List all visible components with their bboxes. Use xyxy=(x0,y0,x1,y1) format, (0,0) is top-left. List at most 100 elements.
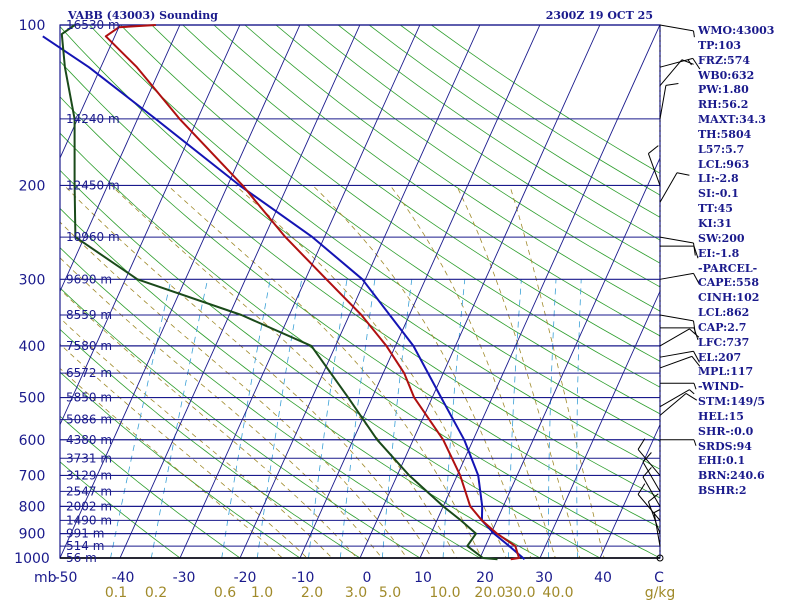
isotherm xyxy=(479,156,660,558)
index-item: TH:5804 xyxy=(698,127,752,141)
wind-barb xyxy=(660,382,697,390)
pressure-tick-label: 200 xyxy=(19,178,46,194)
dry-adiabat xyxy=(120,25,660,415)
index-item: -PARCEL- xyxy=(698,261,758,275)
index-item: EHI:0.1 xyxy=(698,454,746,468)
temperature-tick-label: -20 xyxy=(234,570,257,586)
height-label: 6572 m xyxy=(66,366,112,380)
mixing-ratio-tick-label: 2.0 xyxy=(301,585,323,600)
chart-profiles xyxy=(42,24,526,561)
wind-barb xyxy=(660,327,699,341)
dry-adiabat xyxy=(182,25,660,362)
wind-barb xyxy=(659,355,701,369)
isotherm xyxy=(60,25,121,160)
index-item: STM:149/5 xyxy=(698,395,765,409)
height-label: 16530 m xyxy=(66,18,120,32)
moist-adiabat xyxy=(456,185,581,558)
height-label: 8559 m xyxy=(66,308,112,322)
dry-adiabat xyxy=(213,25,660,337)
chart-grid xyxy=(59,24,661,559)
wind-barbs xyxy=(637,24,701,562)
sounding-indices-panel: WMO:43003 TP:103 FRZ:574 WB0:632 PW:1.80 RH:5… xyxy=(698,24,774,499)
pressure-tick-label: 900 xyxy=(19,527,46,543)
index-item: WMO:43003 xyxy=(698,24,775,37)
temperature-trace xyxy=(104,24,520,561)
isotherm xyxy=(60,25,181,293)
wind-barb xyxy=(653,509,661,547)
wind-barb xyxy=(659,350,700,363)
wind-barb xyxy=(659,393,698,416)
mixing-ratio-line xyxy=(339,279,376,558)
dry-adiabat xyxy=(60,26,660,470)
dry-adiabat xyxy=(60,461,181,558)
moist-adiabat xyxy=(60,257,383,558)
temperature-tick-label: -30 xyxy=(173,570,196,586)
wind-barb xyxy=(659,57,701,70)
dry-adiabat xyxy=(60,287,421,558)
temperature-tick-label: 30 xyxy=(535,570,553,586)
wind-barb xyxy=(659,272,700,285)
temperature-tick-label: -40 xyxy=(112,570,135,586)
isotherm xyxy=(299,25,541,558)
index-item: SI:-0.1 xyxy=(698,187,739,201)
pressure-tick-label: 600 xyxy=(19,433,46,449)
mixing-ratio-tick-label: 5.0 xyxy=(379,585,401,600)
mixing-ratio-line xyxy=(507,279,522,558)
index-item: WB0:632 xyxy=(698,68,755,82)
wind-barb xyxy=(637,438,661,476)
index-item: RH:56.2 xyxy=(698,98,749,112)
height-label: 991 m xyxy=(66,527,104,541)
pressure-tick-label: 300 xyxy=(19,272,46,288)
isotherm xyxy=(60,25,241,426)
index-item: LFC:737 xyxy=(698,335,750,349)
temperature-tick-label: 20 xyxy=(476,570,494,586)
moist-adiabat xyxy=(60,317,333,558)
height-label: 9690 m xyxy=(66,272,112,286)
wind-barb xyxy=(647,493,661,534)
index-item: HEL:15 xyxy=(698,409,744,423)
pressure-tick-label: 500 xyxy=(19,391,46,407)
mixing-ratio-tick-label: 20.0 xyxy=(474,585,505,600)
pressure-tick-label: 100 xyxy=(19,18,46,34)
height-label: 3129 m xyxy=(66,468,112,482)
wind-barb xyxy=(659,24,695,38)
mixing-ratio-tick-label: 3.0 xyxy=(345,585,367,600)
moist-adiabat xyxy=(60,221,408,558)
mixing-ratio-line xyxy=(150,279,208,558)
index-item: KI:31 xyxy=(698,216,733,230)
index-item: PW:1.80 xyxy=(698,83,749,97)
mixing-ratio-tick-label: 1.0 xyxy=(251,585,273,600)
mixing-ratio-line xyxy=(381,279,413,558)
height-label: 5850 m xyxy=(66,391,112,405)
wind-barb xyxy=(637,483,661,521)
moist-adiabat xyxy=(63,185,433,558)
index-item: SHR-:0.0 xyxy=(698,424,754,438)
temperature-tick-label: C xyxy=(654,570,664,586)
index-item: CAPE:558 xyxy=(698,276,759,290)
mb-label: mb xyxy=(34,570,57,586)
wind-barb xyxy=(642,452,661,492)
dry-adiabat xyxy=(275,25,660,288)
mixing-ratio-line xyxy=(442,279,466,558)
height-label: 14240 m xyxy=(66,112,120,126)
isotherm xyxy=(179,25,421,558)
height-label: 5086 m xyxy=(66,413,112,427)
wind-barb xyxy=(647,145,661,186)
isotherm xyxy=(359,25,601,558)
mixing-ratio-line xyxy=(256,279,303,558)
moist-adiabat xyxy=(312,185,532,558)
wind-barb xyxy=(659,389,695,408)
station-title: VABB (43003) Sounding xyxy=(67,9,218,22)
height-label: 10960 m xyxy=(66,230,120,244)
index-item: -WIND- xyxy=(698,380,744,394)
temperature-tick-label: -50 xyxy=(55,570,78,586)
index-item: SW:200 xyxy=(698,231,745,245)
dry-adiabat xyxy=(60,169,601,558)
moist-adiabat xyxy=(60,288,358,558)
index-item: TT:45 xyxy=(698,202,733,216)
height-label: 56 m xyxy=(66,551,97,565)
wind-barb xyxy=(660,439,697,446)
mixing-ratio-line xyxy=(221,279,271,558)
index-item: FRZ:574 xyxy=(698,53,751,67)
